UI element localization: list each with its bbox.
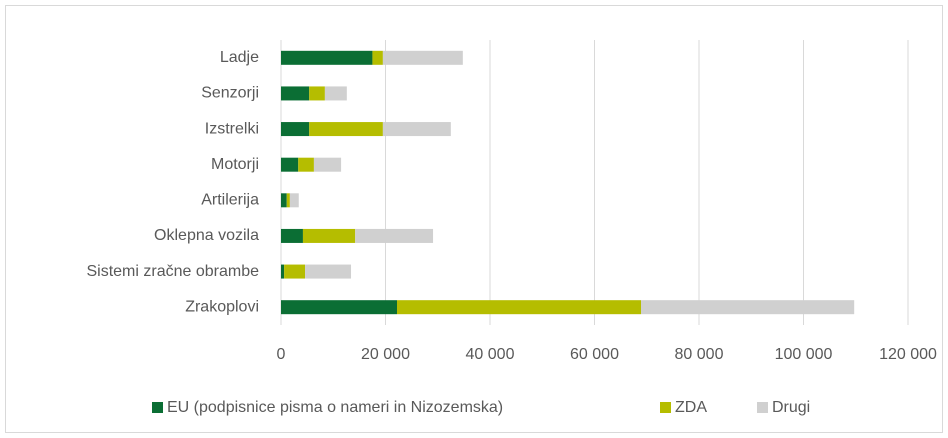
bar-segment bbox=[382, 50, 463, 65]
bar-segment bbox=[298, 157, 314, 172]
bar-segment bbox=[641, 300, 855, 315]
y-tick-label: Ladje bbox=[220, 49, 259, 66]
y-tick-label: Motorji bbox=[211, 156, 259, 173]
bar-segment bbox=[305, 264, 352, 279]
bar-segment bbox=[284, 264, 306, 279]
bar-segment bbox=[289, 193, 299, 208]
y-tick-label: Izstrelki bbox=[205, 120, 259, 137]
y-tick-label: Sistemi zračne obrambe bbox=[86, 263, 259, 280]
bar-segment bbox=[382, 122, 451, 137]
bar-segment bbox=[281, 86, 310, 101]
bar-segment bbox=[324, 86, 347, 101]
legend-label: Drugi bbox=[772, 399, 810, 416]
x-tick-label: 40 000 bbox=[466, 346, 515, 363]
bar-segment bbox=[309, 86, 325, 101]
x-tick-label: 80 000 bbox=[675, 346, 724, 363]
x-tick-label: 20 000 bbox=[361, 346, 410, 363]
bar-segment bbox=[302, 228, 356, 243]
bar-segment bbox=[313, 157, 342, 172]
bar-segment bbox=[281, 157, 299, 172]
legend-swatch bbox=[660, 402, 671, 413]
bar-segment bbox=[396, 300, 642, 315]
x-tick-label: 120 000 bbox=[879, 346, 937, 363]
bar-segment bbox=[372, 50, 383, 65]
x-tick-label: 60 000 bbox=[570, 346, 619, 363]
bar-segment bbox=[281, 264, 285, 279]
bar-segment bbox=[355, 228, 434, 243]
bar-segment bbox=[281, 122, 310, 137]
bar-segment bbox=[281, 50, 373, 65]
bar-segment bbox=[281, 193, 287, 208]
bar-segment bbox=[281, 300, 397, 315]
y-tick-label: Oklepna vozila bbox=[154, 227, 259, 244]
y-tick-label: Senzorji bbox=[201, 85, 259, 102]
y-tick-label: Zrakoplovi bbox=[185, 298, 259, 315]
bar-segment bbox=[309, 122, 383, 137]
y-tick-label: Artilerija bbox=[201, 192, 259, 209]
legend-swatch bbox=[152, 402, 163, 413]
bar-segment bbox=[281, 228, 303, 243]
chart-border bbox=[5, 5, 943, 433]
legend-swatch bbox=[757, 402, 768, 413]
x-tick-label: 100 000 bbox=[775, 346, 833, 363]
x-tick-label: 0 bbox=[277, 346, 286, 363]
legend-label: ZDA bbox=[675, 399, 707, 416]
bar-segment bbox=[286, 193, 290, 208]
legend-label: EU (podpisnice pisma o nameri in Nizozem… bbox=[167, 399, 503, 416]
